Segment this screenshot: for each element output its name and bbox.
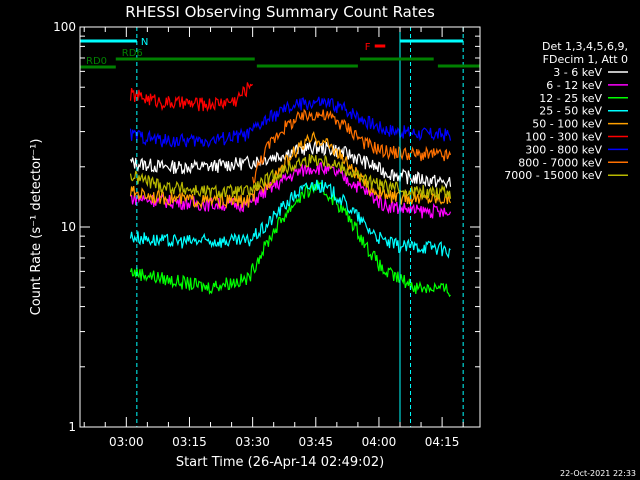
- y-tick-label: 100: [53, 20, 76, 34]
- legend-header-line-1: Det 1,3,4,5,6,9,: [542, 40, 628, 53]
- x-tick-label: 03:30: [235, 435, 270, 449]
- y-tick-label: 1: [68, 420, 76, 434]
- legend-header-line-2: FDecim 1, Att 0: [543, 53, 628, 66]
- y-axis-label: Count Rate (s⁻¹ detector⁻¹): [29, 139, 44, 316]
- x-tick-label: 03:45: [298, 435, 333, 449]
- legend-label-3-6-kev: 3 - 6 keV: [553, 66, 602, 79]
- plot-area: [129, 27, 464, 427]
- axes: 1 10 100 03:00 03:15 03:30 03:45 04:00 04:15: [53, 20, 480, 449]
- series-line-25-50-kev: [129, 179, 451, 259]
- x-axis-label: Start Time (26-Apr-14 02:49:02): [176, 455, 384, 470]
- x-tick-label: 04:00: [362, 435, 397, 449]
- legend-label-7000-15000-kev: 7000 - 15000 keV: [504, 169, 602, 182]
- legend-label-800-7000-kev: 800 - 7000 keV: [518, 156, 602, 169]
- legend-label-50-100-kev: 50 - 100 keV: [532, 118, 602, 131]
- legend-label-6-12-kev: 6 - 12 keV: [546, 79, 602, 92]
- series-line-300-800-kev: [129, 96, 452, 149]
- legend-label-100-300-kev: 100 - 300 keV: [525, 131, 602, 144]
- x-tick-label: 03:00: [109, 435, 144, 449]
- status-label-f: F: [365, 42, 371, 53]
- legend: Det 1,3,4,5,6,9, FDecim 1, Att 0 3 - 6 k…: [504, 40, 628, 182]
- legend-label-25-50-kev: 25 - 50 keV: [539, 105, 602, 118]
- series-line-7000-15000-kev: [129, 154, 452, 200]
- timestamp-annotation: 22-Oct-2021 22:33: [560, 469, 636, 478]
- series-line-3-6-kev: [129, 138, 452, 189]
- x-tick-label: 04:15: [425, 435, 460, 449]
- legend-label-300-800-kev: 300 - 800 keV: [525, 143, 602, 156]
- series-line-12-25-kev: [129, 179, 451, 298]
- status-label-rd0: RD0: [86, 56, 107, 67]
- legend-label-12-25-kev: 12 - 25 keV: [539, 92, 602, 105]
- series-line-6-12-kev: [130, 161, 452, 219]
- series-line-800-7000-kev: [252, 108, 452, 185]
- series-line-50-100-kev: [129, 131, 452, 210]
- chart-title: RHESSI Observing Summary Count Rates: [125, 3, 435, 21]
- series-line-100-300-kev: [129, 82, 254, 113]
- status-label-n: N: [141, 37, 148, 48]
- x-tick-label: 03:15: [172, 435, 207, 449]
- y-tick-label: 10: [61, 220, 76, 234]
- status-label-rd6: RD6: [122, 48, 143, 59]
